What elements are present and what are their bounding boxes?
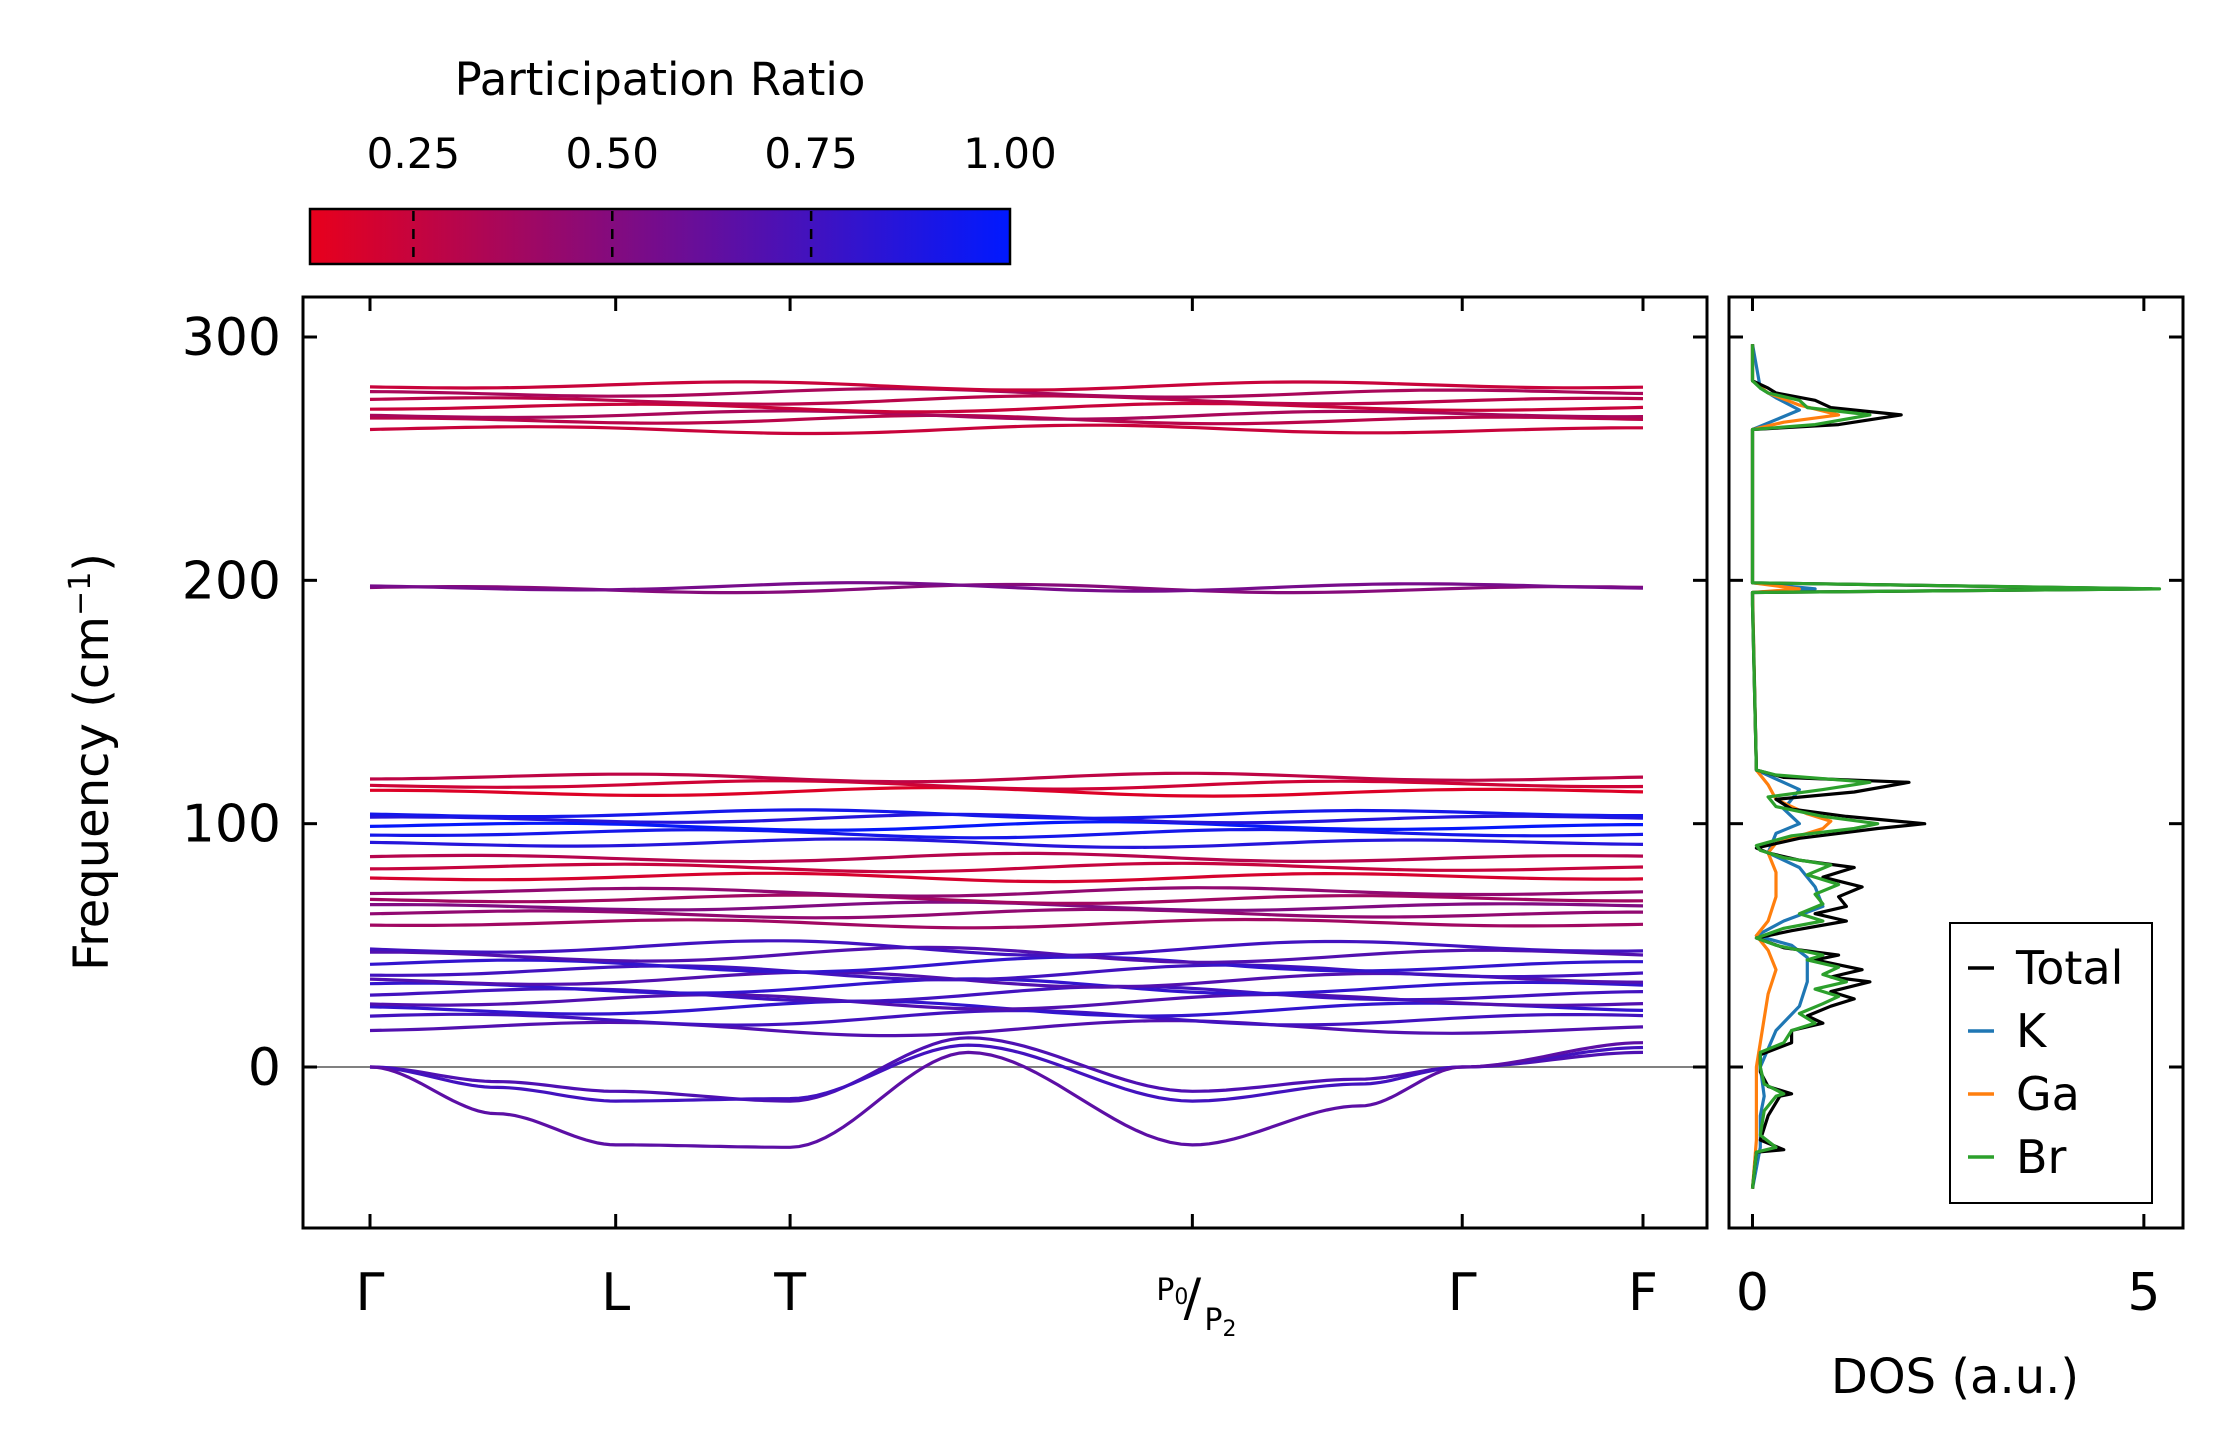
k-point-label: T [773,1263,806,1323]
dos-axes-frame [1727,295,2185,1230]
dos-series-k [1750,344,1825,1189]
y-tick-label: 100 [182,795,281,855]
y-tick-label: 300 [182,308,281,368]
phonon-band [369,886,1644,898]
phonon-band [369,808,1643,820]
soft-phonon-mode [369,1043,1644,1103]
phonon-band [369,401,1644,414]
y-tick-label: 200 [182,551,281,611]
phonon-band [369,387,1644,399]
colorbar: Participation Ratio 0.25 0.50 0.75 1.00 [308,53,1057,266]
colorbar-title: Participation Ratio [455,53,866,106]
phonon-band [369,771,1644,784]
k-point-label: L [601,1263,630,1323]
phonon-band [369,955,1643,974]
colorbar-tick-label: 0.50 [566,129,660,178]
phonon-band [369,963,1644,982]
k-point-label: Γ [356,1263,385,1323]
y-tick-label: 0 [248,1038,281,1098]
colorbar-tick-label: 0.75 [764,129,858,178]
phonon-band [369,907,1643,920]
phonon-band [369,581,1644,593]
band-axes-frame [301,295,1709,1230]
band-structure-panel: 0 100 200 300 Γ L T P0/P2 Γ F Frequency (cm−1) [63,295,1709,1342]
phonon-band [369,871,1644,884]
phonon-band [369,1019,1644,1038]
colorbar-tick-label: 0.25 [367,129,461,178]
k-point-label: P2 [1204,1303,1236,1342]
k-point-label-slash: / [1184,1268,1202,1328]
phonon-band [369,939,1644,958]
phonon-band [369,779,1644,791]
phonon-band [369,409,1644,421]
y-axis-label: Frequency (cm−1) [63,553,120,971]
phonon-band [370,413,1644,426]
phonon-band [369,380,1644,392]
k-point-label: Γ [1448,1263,1477,1323]
legend-label: Ga [2016,1067,2080,1121]
legend-label: Br [2016,1130,2067,1184]
k-point-label: P0 [1156,1273,1188,1310]
dos-series-br [1750,344,2162,1189]
legend-label: Total [2015,941,2123,995]
dos-panel: 0 5 DOS (a.u.) Total K Ga Br [1727,295,2185,1405]
phonon-band [369,423,1643,436]
dos-series-ga [1750,344,1841,1189]
phonon-band [369,812,1644,825]
phonon-band [369,893,1644,905]
phonon-band [369,851,1644,864]
colorbar-gradient [308,207,1012,266]
dos-x-tick-label: 0 [1736,1263,1769,1323]
phonon-band [369,837,1644,850]
phonon-band [369,917,1644,930]
soft-phonon-mode [369,1041,1644,1149]
phonon-band [369,394,1644,406]
phonon-band [369,820,1643,832]
phonon-band [370,945,1644,964]
phonon-band [369,861,1644,874]
dos-x-tick-label: 5 [2127,1263,2160,1323]
colorbar-tick-label: 1.00 [963,129,1057,178]
k-point-label: F [1628,1263,1658,1323]
dos-x-axis-label: DOS (a.u.) [1831,1349,2079,1405]
legend-label: K [2016,1004,2048,1058]
phonon-band [369,827,1644,840]
legend: Total K Ga Br [1949,922,2153,1204]
phonon-band [369,992,1644,1011]
